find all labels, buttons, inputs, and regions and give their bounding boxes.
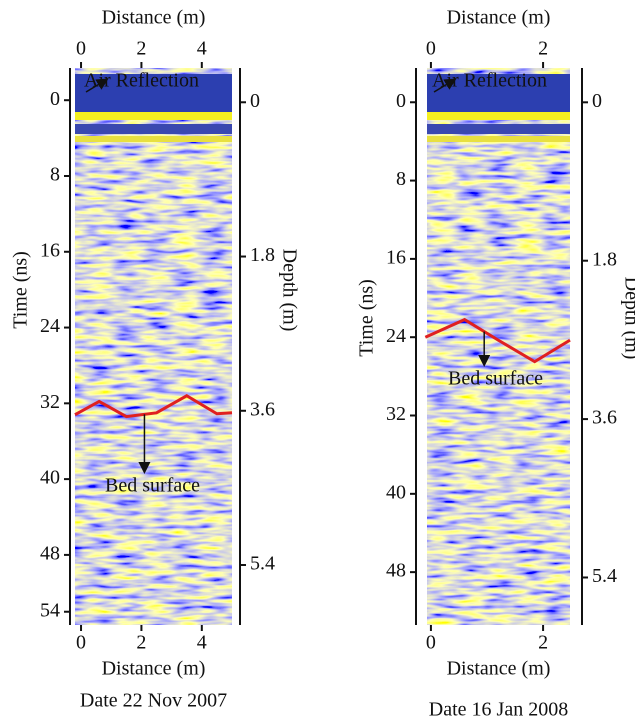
y-tick-label: 0 [396,90,406,112]
x-tick-label: 0 [76,632,86,654]
y2-tick-label: 1.8 [250,244,275,266]
y2-tick-label: 5.4 [592,565,617,587]
annotation-arrow [433,78,457,93]
y-tick-label: 48 [386,560,406,582]
y2-tick-label: 3.6 [592,407,617,429]
x2-tick-label: 2 [136,38,146,60]
y-tick-label: 48 [40,542,60,564]
annotation-arrow [85,78,109,93]
y-tick-label: 32 [40,391,60,413]
radargram-image [427,68,570,625]
y-tick-label: 54 [40,599,60,621]
y2-tick-label: 3.6 [250,398,275,420]
x2-axis-label: Distance (m) [102,7,206,29]
x-axis-label: Distance (m) [447,658,551,680]
x2-tick-label: 0 [426,38,436,60]
x-tick-label: 2 [136,632,146,654]
direct-wave-3 [427,136,570,142]
y2-axis-label: Depth (m) [278,249,300,332]
radargram-image [75,68,232,625]
x2-axis-label: Distance (m) [447,7,551,29]
direct-wave-2 [427,124,570,134]
y-tick-label: 8 [396,168,406,190]
y-tick-label: 40 [40,467,60,489]
caption: Date 16 Jan 2008 [429,699,568,721]
annotation: Air Reflection [84,70,199,92]
x2-tick-label: 0 [76,38,86,60]
x-tick-label: 4 [197,632,207,654]
direct-wave [427,112,570,120]
annotation: Bed surface [105,475,200,497]
y2-axis-label: Depth (m) [620,277,635,360]
y-tick-label: 0 [50,88,60,110]
x-tick-label: 0 [426,632,436,654]
direct-wave-3 [75,136,232,142]
y-tick-label: 24 [40,315,60,337]
x2-tick-label: 4 [197,38,207,60]
x-tick-label: 2 [538,632,548,654]
caption: Date 22 Nov 2007 [80,690,227,712]
y-tick-label: 40 [386,481,406,503]
direct-wave [75,112,232,120]
direct-wave-2 [75,124,232,134]
y-tick-label: 16 [386,246,406,268]
y2-tick-label: 0 [250,90,260,112]
y-tick-label: 16 [40,239,60,261]
bed-surface-line [74,394,233,419]
x-axis-label: Distance (m) [102,658,206,680]
annotation: Bed surface [448,368,543,390]
y-axis-label: Time (ns) [356,279,378,357]
y-axis-label: Time (ns) [10,251,32,329]
y-tick-label: 32 [386,403,406,425]
y2-tick-label: 0 [592,90,602,112]
annotation: Air Reflection [432,70,547,92]
bed-surface-line [424,317,571,364]
x2-tick-label: 2 [538,38,548,60]
y-tick-label: 24 [386,325,406,347]
y2-tick-label: 1.8 [592,248,617,270]
y2-tick-label: 5.4 [250,553,275,575]
y-tick-label: 8 [50,164,60,186]
